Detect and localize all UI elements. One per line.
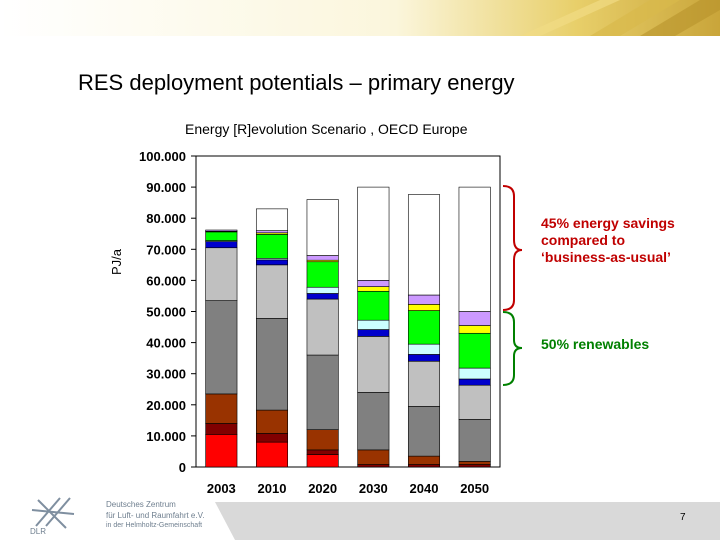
bar-segment: [458, 464, 491, 468]
bars: [205, 186, 491, 468]
bar-segment: [306, 199, 339, 256]
bar-segment: [306, 454, 339, 468]
y-tick-label: 80.000: [146, 211, 186, 226]
bar-segment: [407, 194, 441, 296]
y-axis: 0 10.000 20.000 30.000 40.000 50.000 60.000 70.…: [139, 149, 196, 475]
y-tick-label: 50.000: [146, 305, 186, 320]
bar-segment: [407, 354, 441, 362]
bar-segment: [205, 434, 238, 468]
logo-line-3: in der Helmholtz-Gemeinschaft: [106, 522, 203, 529]
y-tick-label: 100.000: [139, 149, 186, 164]
x-tick-label: 2003: [207, 481, 236, 496]
bar-segment: [306, 293, 339, 300]
bar-segment: [458, 461, 491, 465]
x-tick-label: 2040: [410, 481, 439, 496]
bar-segment: [306, 286, 339, 294]
y-tick-label: 40.000: [146, 336, 186, 351]
bar-segment: [357, 329, 390, 337]
bar-segment: [407, 294, 441, 305]
bar-segment: [458, 186, 491, 312]
bar-segment: [205, 241, 238, 249]
bar-segment: [255, 409, 289, 434]
logo-line-1: Deutsches Zentrum: [106, 500, 176, 509]
savings-brace: [502, 185, 523, 311]
bar-segment: [205, 393, 238, 424]
bar-segment: [306, 449, 339, 455]
bar-segment: [255, 441, 289, 468]
y-tick-label: 70.000: [146, 242, 186, 257]
x-tick-label: 2030: [359, 481, 388, 496]
bar-segment: [306, 261, 339, 288]
footer-bar: [215, 502, 720, 540]
renewables-annotation: 50% renewables: [541, 336, 650, 352]
bar-segment: [357, 186, 390, 281]
bar-segment: [357, 290, 390, 321]
bar-segment: [255, 318, 289, 411]
bar-segment: [458, 332, 491, 369]
y-axis-label: PJ/a: [109, 248, 124, 275]
bar-segment: [407, 343, 441, 355]
bar-segment: [458, 311, 491, 326]
bar-segment: [255, 208, 289, 231]
savings-annotation: 45% energy savings compared to ‘business…: [541, 215, 675, 265]
y-tick-label: 10.000: [146, 429, 186, 444]
bar-segment: [407, 406, 441, 457]
bar-segment: [205, 423, 238, 435]
bar-segment: [407, 455, 441, 465]
y-tick-label: 90.000: [146, 180, 186, 195]
bar-segment: [306, 255, 339, 261]
plot-area: [195, 155, 501, 468]
bar-segment: [407, 310, 441, 345]
bar-segment: [255, 230, 289, 234]
y-tick-label: 60.000: [146, 273, 186, 288]
top-banner: [0, 0, 720, 36]
bar-segment: [407, 360, 441, 407]
bar-segment: [407, 304, 441, 311]
bar-segment: [407, 464, 441, 468]
bar-segment: [255, 259, 289, 266]
bar-segment: [357, 336, 390, 393]
y-tick-label: 0: [179, 460, 186, 475]
bar-segment: [357, 319, 390, 330]
bar-segment: [458, 378, 491, 386]
x-axis: 2003 2010 2020 2030 2040 2050: [207, 481, 489, 496]
bar-segment: [458, 325, 491, 334]
chart-title: Energy [R]evolution Scenario , OECD Euro…: [185, 121, 468, 137]
bar-segment: [205, 247, 238, 301]
slide-title: RES deployment potentials – primary ener…: [78, 70, 515, 95]
page-number: 7: [680, 512, 686, 523]
bar-segment: [458, 419, 491, 462]
x-tick-label: 2010: [258, 481, 287, 496]
bar-segment: [357, 286, 390, 292]
bar-segment: [255, 433, 289, 443]
y-tick-label: 30.000: [146, 367, 186, 382]
x-tick-label: 2050: [460, 481, 489, 496]
bar-segment: [357, 280, 390, 287]
bar-segment: [205, 229, 238, 232]
bar-segment: [205, 231, 238, 241]
bar-segment: [306, 354, 339, 430]
bar-segment: [357, 392, 390, 451]
dlr-logo: DLR Deutsches Zentrum für Luft- und Raum…: [26, 492, 216, 536]
bar-segment: [255, 234, 289, 259]
bar-segment: [306, 298, 339, 356]
bar-segment: [357, 464, 390, 468]
y-tick-label: 20.000: [146, 398, 186, 413]
dlr-logo-mark: DLR: [30, 497, 75, 536]
logo-line-2: für Luft- und Raumfahrt e.V.: [106, 511, 205, 520]
bar-segment: [255, 264, 289, 319]
bar-segment: [357, 449, 390, 465]
dlr-mark-text: DLR: [30, 527, 46, 536]
renewables-brace: [502, 311, 523, 386]
bar-segment: [458, 367, 491, 380]
bar-segment: [458, 384, 491, 420]
bar-segment: [306, 429, 339, 451]
x-tick-label: 2020: [308, 481, 337, 496]
bar-segment: [205, 300, 238, 395]
